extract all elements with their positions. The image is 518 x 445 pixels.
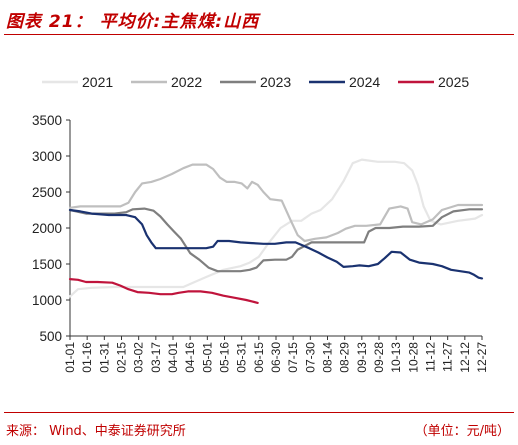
x-tick-label: 01-31 <box>97 342 111 373</box>
figure-title: 图表 21： 平均价:主焦煤:山西 <box>6 12 260 32</box>
x-tick-label: 01-01 <box>63 342 77 373</box>
title-rule <box>4 34 514 35</box>
x-axis: 01-01 01-16 01-31 02-15 03-02 03-17 04-01 04-16… <box>63 335 489 373</box>
legend-label-2023: 2023 <box>260 74 291 90</box>
y-tick-label: 2000 <box>32 221 62 236</box>
x-tick-label: 08-29 <box>338 342 352 373</box>
legend-label-2021: 2021 <box>82 74 113 90</box>
x-tick-label: 03-02 <box>132 342 146 373</box>
x-tick-label: 11-27 <box>441 342 455 372</box>
series-line-2025 <box>68 278 259 304</box>
x-tick-label: 09-28 <box>372 342 386 373</box>
x-tick-label: 01-16 <box>80 342 94 373</box>
line-chart: 2021 2022 2023 2024 2025 500 1000 1500 2000 2500… <box>32 74 489 373</box>
y-axis: 500 1000 1500 2000 2500 3000 3500 <box>32 113 71 344</box>
x-tick-label: 10-28 <box>406 342 420 373</box>
x-tick-label: 12-27 <box>475 342 489 373</box>
series-line-2024 <box>68 208 484 280</box>
series-line-2023 <box>68 207 484 273</box>
source-rule <box>4 412 514 413</box>
x-tick-label: 04-16 <box>183 342 197 373</box>
x-tick-label: 05-01 <box>200 342 214 373</box>
x-tick-label: 10-13 <box>389 342 403 373</box>
unit-note: （单位：元/吨） <box>414 424 510 439</box>
x-tick-label: 12-12 <box>458 342 472 373</box>
x-tick-label: 08-14 <box>321 342 335 373</box>
y-tick-label: 500 <box>39 329 62 344</box>
x-tick-label: 07-30 <box>303 342 317 373</box>
x-tick-label: 03-17 <box>149 342 163 373</box>
x-tick-label: 05-16 <box>218 342 232 373</box>
series-line-2022 <box>68 163 484 243</box>
x-tick-label: 05-31 <box>235 342 249 373</box>
series-lines <box>68 158 484 304</box>
chart-legend: 2021 2022 2023 2024 2025 <box>42 74 469 90</box>
legend-label-2024: 2024 <box>349 74 380 90</box>
y-tick-label: 3500 <box>32 113 62 128</box>
source-note: 来源： Wind、中泰证券研究所 <box>6 424 186 439</box>
x-tick-label: 06-15 <box>252 342 266 373</box>
series-line-2021 <box>68 158 484 298</box>
x-tick-label: 07-15 <box>286 342 300 373</box>
x-tick-label: 09-13 <box>355 342 369 373</box>
y-tick-label: 3000 <box>32 149 62 164</box>
y-tick-label: 1500 <box>32 257 62 272</box>
legend-label-2025: 2025 <box>438 74 469 90</box>
x-tick-label: 04-01 <box>166 342 180 373</box>
x-tick-label: 06-30 <box>269 342 283 373</box>
legend-label-2022: 2022 <box>171 74 202 90</box>
y-tick-label: 1000 <box>32 293 62 308</box>
y-tick-label: 2500 <box>32 185 62 200</box>
x-tick-label: 11-12 <box>424 342 438 372</box>
x-tick-label: 02-15 <box>115 342 129 373</box>
